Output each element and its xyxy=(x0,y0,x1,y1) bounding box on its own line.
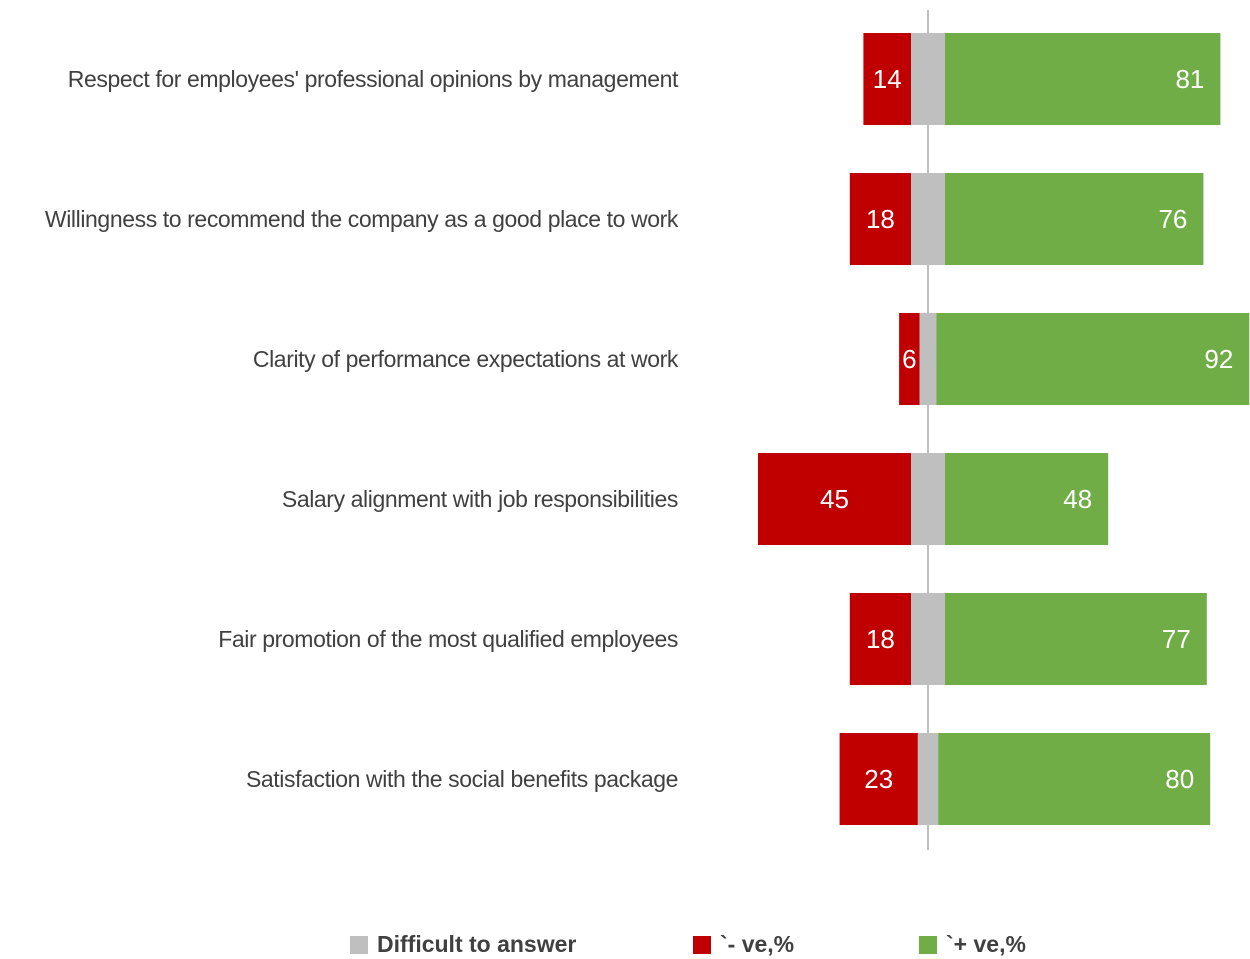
bar xyxy=(911,33,945,125)
legend-swatch xyxy=(919,936,937,954)
bar xyxy=(911,453,945,545)
value-label: 77 xyxy=(1162,624,1191,654)
bar xyxy=(938,733,1211,825)
bar xyxy=(758,453,911,545)
legend-label: `- ve,% xyxy=(720,931,794,957)
value-label: 18 xyxy=(866,204,895,234)
bar xyxy=(911,593,945,685)
value-label: 92 xyxy=(1204,344,1233,374)
value-label: 80 xyxy=(1165,764,1194,794)
category-label: Respect for employees' professional opin… xyxy=(67,66,679,92)
legend-label: Difficult to answer xyxy=(377,931,576,957)
value-label: 18 xyxy=(866,624,895,654)
bar xyxy=(911,173,945,265)
bar xyxy=(863,33,911,125)
bar xyxy=(945,173,1204,265)
bar xyxy=(945,593,1207,685)
bar xyxy=(917,733,939,825)
category-label: Clarity of performance expectations at w… xyxy=(252,346,679,372)
value-label: 23 xyxy=(864,764,893,794)
value-label: 6 xyxy=(902,344,916,374)
value-label: 45 xyxy=(820,484,849,514)
value-label: 76 xyxy=(1158,204,1187,234)
value-label: 81 xyxy=(1175,64,1204,94)
category-label: Willingness to recommend the company as … xyxy=(44,206,679,232)
legend-swatch xyxy=(350,936,368,954)
value-label: 14 xyxy=(873,64,902,94)
bar xyxy=(945,33,1221,125)
bar xyxy=(849,593,911,685)
bar xyxy=(936,313,1250,405)
bar xyxy=(919,313,937,405)
bar xyxy=(899,313,920,405)
category-label: Fair promotion of the most qualified emp… xyxy=(218,626,678,652)
legend-swatch xyxy=(693,936,711,954)
bar xyxy=(945,453,1109,545)
value-label: 48 xyxy=(1063,484,1092,514)
category-label: Salary alignment with job responsibiliti… xyxy=(281,486,679,512)
bar xyxy=(849,173,911,265)
legend-label: `+ ve,% xyxy=(946,931,1026,957)
bar xyxy=(839,733,918,825)
category-label: Satisfaction with the social benefits pa… xyxy=(245,766,678,792)
